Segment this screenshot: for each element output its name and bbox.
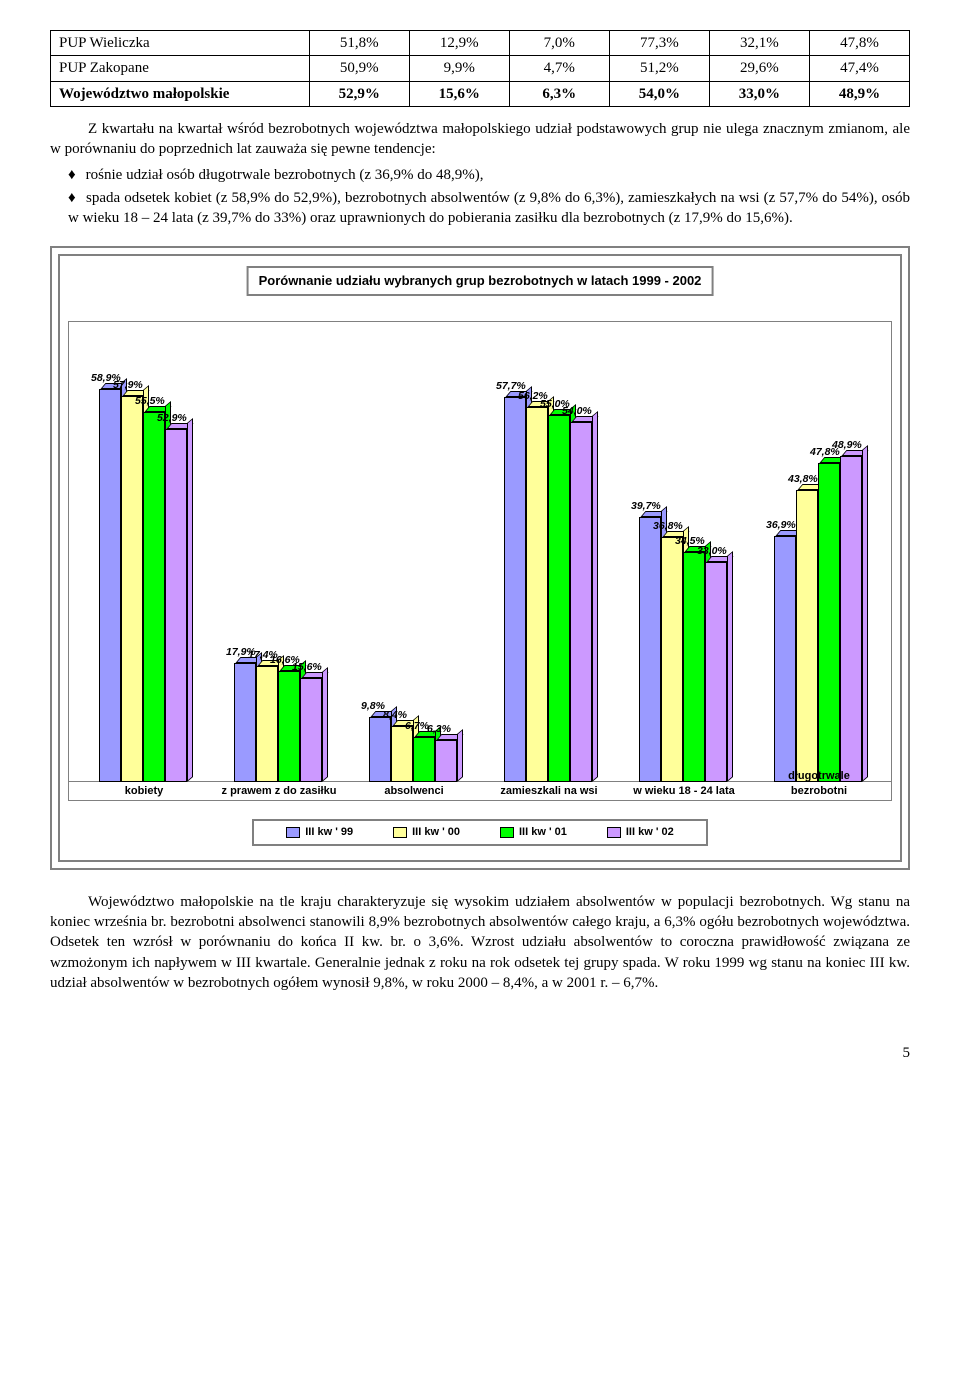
cell-value: 77,3% xyxy=(609,31,709,56)
table-row: PUP Zakopane50,9%9,9%4,7%51,2%29,6%47,4% xyxy=(51,56,910,81)
bar: 6,3% xyxy=(435,740,457,782)
bar-group: 58,9%57,9%55,5%52,9% xyxy=(99,389,187,782)
cell-value: 29,6% xyxy=(709,56,809,81)
row-label: PUP Wieliczka xyxy=(51,31,310,56)
bar: 16,6% xyxy=(278,671,300,782)
bar-value-label: 48,9% xyxy=(832,438,862,452)
bar: 17,9% xyxy=(234,663,256,782)
cell-value: 54,0% xyxy=(609,81,709,106)
chart-title: Porównanie udziału wybranych grup bezrob… xyxy=(247,266,714,296)
legend-item: III kw ' 02 xyxy=(607,825,674,840)
cell-value: 50,9% xyxy=(309,56,409,81)
x-axis-label: długotrwale bezrobotni xyxy=(759,769,879,799)
cell-value: 47,8% xyxy=(809,31,909,56)
table-row: PUP Wieliczka51,8%12,9%7,0%77,3%32,1%47,… xyxy=(51,31,910,56)
list-item: spada odsetek kobiet (z 58,9% do 52,9%),… xyxy=(68,188,910,229)
x-axis-label: kobiety xyxy=(84,784,204,799)
list-item: rośnie udział osób długotrwale bezrobotn… xyxy=(68,165,910,185)
row-label: Województwo małopolskie xyxy=(51,81,310,106)
intro-paragraph: Z kwartału na kwartał wśród bezrobotnych… xyxy=(50,119,910,160)
cell-value: 33,0% xyxy=(709,81,809,106)
x-axis-label: w wieku 18 - 24 lata xyxy=(624,784,744,799)
bar: 43,8% xyxy=(796,490,818,782)
bar-value-label: 52,9% xyxy=(157,411,187,425)
bar: 39,7% xyxy=(639,517,661,782)
bar-value-label: 39,7% xyxy=(631,499,661,513)
bar-value-label: 43,8% xyxy=(788,472,818,486)
cell-value: 15,6% xyxy=(409,81,509,106)
chart-plot-area: 58,9%57,9%55,5%52,9%kobiety17,9%17,4%16,… xyxy=(68,321,892,801)
legend-swatch xyxy=(393,827,407,838)
cell-value: 6,3% xyxy=(509,81,609,106)
x-axis-label: z prawem z do zasiłku xyxy=(219,784,339,799)
bar: 52,9% xyxy=(165,429,187,782)
legend-swatch xyxy=(607,827,621,838)
bar-value-label: 36,8% xyxy=(653,519,683,533)
bar-value-label: 33,0% xyxy=(697,544,727,558)
bar: 8,4% xyxy=(391,726,413,782)
cell-value: 52,9% xyxy=(309,81,409,106)
cell-value: 4,7% xyxy=(509,56,609,81)
bar: 34,5% xyxy=(683,552,705,782)
bar-value-label: 6,3% xyxy=(427,722,451,736)
cell-value: 9,9% xyxy=(409,56,509,81)
cell-value: 7,0% xyxy=(509,31,609,56)
bar: 48,9% xyxy=(840,456,862,782)
chart-inner: Porównanie udziału wybranych grup bezrob… xyxy=(58,254,902,862)
legend-item: III kw ' 00 xyxy=(393,825,460,840)
bar-value-label: 57,9% xyxy=(113,378,143,392)
table-row: Województwo małopolskie52,9%15,6%6,3%54,… xyxy=(51,81,910,106)
row-label: PUP Zakopane xyxy=(51,56,310,81)
x-axis-label: zamieszkali na wsi xyxy=(489,784,609,799)
bar-value-label: 15,6% xyxy=(292,660,322,674)
bar-group: 17,9%17,4%16,6%15,6% xyxy=(234,663,322,782)
bar-value-label: 6,7% xyxy=(405,719,429,733)
bar-group: 39,7%36,8%34,5%33,0% xyxy=(639,517,727,782)
bar-group: 36,9%43,8%47,8%48,9% xyxy=(774,456,862,782)
legend-item: III kw ' 99 xyxy=(286,825,353,840)
bar-value-label: 9,8% xyxy=(361,699,385,713)
bar: 56,2% xyxy=(526,407,548,782)
bar: 58,9% xyxy=(99,389,121,782)
legend-swatch xyxy=(500,827,514,838)
bar-group: 9,8%8,4%6,7%6,3% xyxy=(369,717,457,782)
bullet-list: rośnie udział osób długotrwale bezrobotn… xyxy=(50,165,910,228)
bar: 57,9% xyxy=(121,396,143,782)
bar-value-label: 8,4% xyxy=(383,708,407,722)
bar: 33,0% xyxy=(705,562,727,782)
chart-container: Porównanie udziału wybranych grup bezrob… xyxy=(50,246,910,870)
cell-value: 51,2% xyxy=(609,56,709,81)
bar-value-label: 36,9% xyxy=(766,518,796,532)
bar: 47,8% xyxy=(818,463,840,782)
bar: 6,7% xyxy=(413,737,435,782)
bar-value-label: 54,0% xyxy=(562,404,592,418)
cell-value: 32,1% xyxy=(709,31,809,56)
cell-value: 47,4% xyxy=(809,56,909,81)
bar-group: 57,7%56,2%55,0%54,0% xyxy=(504,397,592,782)
bar: 36,9% xyxy=(774,536,796,782)
summary-paragraph: Województwo małopolskie na tle kraju cha… xyxy=(50,892,910,993)
cell-value: 48,9% xyxy=(809,81,909,106)
bar: 15,6% xyxy=(300,678,322,782)
bar: 55,5% xyxy=(143,412,165,782)
x-axis-label: absolwenci xyxy=(354,784,474,799)
bar: 9,8% xyxy=(369,717,391,782)
bar: 36,8% xyxy=(661,537,683,782)
cell-value: 12,9% xyxy=(409,31,509,56)
page-number: 5 xyxy=(50,1043,910,1063)
bar: 55,0% xyxy=(548,415,570,782)
bar: 17,4% xyxy=(256,666,278,782)
bar-value-label: 55,5% xyxy=(135,394,165,408)
cell-value: 51,8% xyxy=(309,31,409,56)
bar: 54,0% xyxy=(570,422,592,782)
legend-item: III kw ' 01 xyxy=(500,825,567,840)
bar: 57,7% xyxy=(504,397,526,782)
data-table: PUP Wieliczka51,8%12,9%7,0%77,3%32,1%47,… xyxy=(50,30,910,107)
chart-legend: III kw ' 99 III kw ' 00 III kw ' 01 III kw … xyxy=(60,809,900,860)
legend-swatch xyxy=(286,827,300,838)
